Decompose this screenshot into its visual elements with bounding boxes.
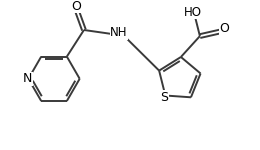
Text: NH: NH (110, 26, 128, 39)
Text: S: S (160, 91, 168, 104)
Text: N: N (23, 72, 32, 85)
Text: O: O (220, 22, 230, 35)
Text: HO: HO (184, 6, 202, 19)
Text: O: O (72, 0, 81, 13)
